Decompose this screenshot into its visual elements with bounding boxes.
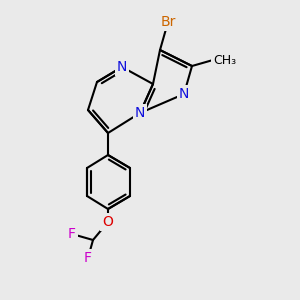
Text: F: F <box>84 251 92 265</box>
Text: N: N <box>117 60 127 74</box>
Text: O: O <box>103 215 113 229</box>
Text: N: N <box>179 87 189 101</box>
Text: CH₃: CH₃ <box>213 53 236 67</box>
Text: Br: Br <box>160 15 176 29</box>
Text: N: N <box>135 106 145 120</box>
Text: F: F <box>68 227 76 241</box>
